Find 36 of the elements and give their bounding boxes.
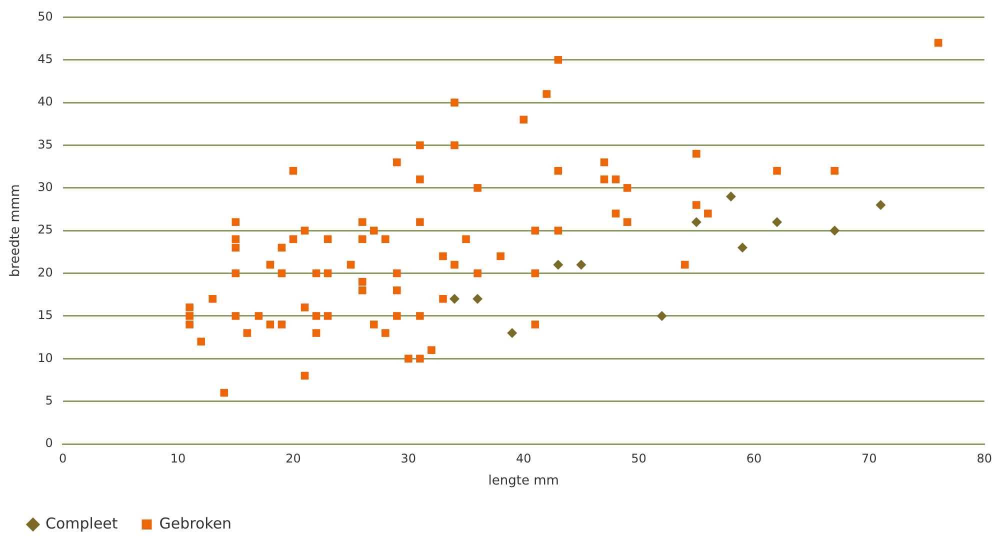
- point: [576, 260, 586, 270]
- x-tick-label: 80: [976, 451, 992, 466]
- point: [737, 242, 748, 253]
- y-axis-title: breedte mmm: [8, 184, 24, 277]
- point: [726, 191, 736, 202]
- legend-label: Compleet: [46, 514, 118, 532]
- point: [876, 200, 886, 210]
- x-tick-label: 20: [286, 451, 301, 466]
- x-axis-title: lengte mm: [488, 474, 559, 489]
- y-tick-label: 20: [38, 265, 53, 280]
- x-tick-label: 70: [862, 451, 877, 466]
- x-tick-label: 10: [170, 451, 186, 466]
- point: [472, 294, 483, 304]
- y-tick-label: 35: [38, 137, 53, 152]
- y-tick-label: 25: [38, 222, 53, 237]
- legend-label: Gebroken: [159, 514, 232, 532]
- y-tick-label: 0: [45, 436, 53, 450]
- x-tick-label: 60: [746, 451, 762, 466]
- point: [656, 310, 667, 321]
- y-tick-label: 45: [38, 52, 53, 66]
- y-tick-label: 50: [38, 9, 53, 24]
- x-tick-label: 0: [59, 451, 67, 466]
- point: [450, 294, 460, 304]
- x-tick-label: 30: [400, 451, 416, 466]
- y-tick-label: 40: [38, 94, 53, 109]
- x-tick-label: 40: [516, 451, 532, 466]
- point: [772, 217, 782, 228]
- x-tick-label: 50: [631, 451, 646, 466]
- y-tick-label: 10: [38, 350, 53, 365]
- y-tick-label: 15: [38, 308, 53, 322]
- point: [691, 217, 702, 228]
- point: [507, 328, 518, 338]
- y-tick-label: 30: [38, 180, 53, 194]
- y-tick-label: 5: [45, 393, 53, 408]
- point: [553, 260, 564, 270]
- point: [830, 226, 840, 236]
